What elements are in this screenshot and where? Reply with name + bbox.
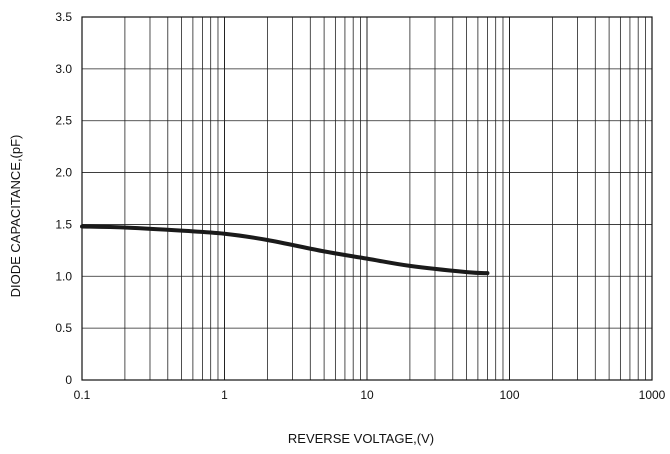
x-tick-label: 1000 (639, 388, 666, 402)
x-tick-label: 1 (221, 388, 228, 402)
y-tick-label: 2.5 (55, 114, 72, 128)
x-axis-label: REVERSE VOLTAGE,(V) (288, 431, 434, 446)
y-tick-label: 1.0 (55, 269, 72, 283)
y-axis-label: DIODE CAPACITANCE,(pF) (8, 135, 23, 298)
x-tick-label: 10 (360, 388, 374, 402)
y-tick-label: 0.5 (55, 321, 72, 335)
plot-area (81, 16, 653, 381)
tick-labels: 0.1 1 10 100 1000 0 0.5 1.0 1.5 2.0 2.5 3.0 3.5 (55, 10, 665, 402)
y-tick-label: 3.5 (55, 10, 72, 24)
x-tick-label: 0.1 (74, 388, 91, 402)
x-tick-label: 100 (499, 388, 519, 402)
series-layer (80, 224, 490, 276)
grid-lines (81, 16, 652, 381)
y-tick-label: 1.5 (55, 217, 72, 231)
y-tick-label: 3.0 (55, 62, 72, 76)
y-tick-label: 0 (65, 373, 72, 387)
y-tick-label: 2.0 (55, 166, 72, 180)
capacitance-curve (80, 224, 490, 276)
